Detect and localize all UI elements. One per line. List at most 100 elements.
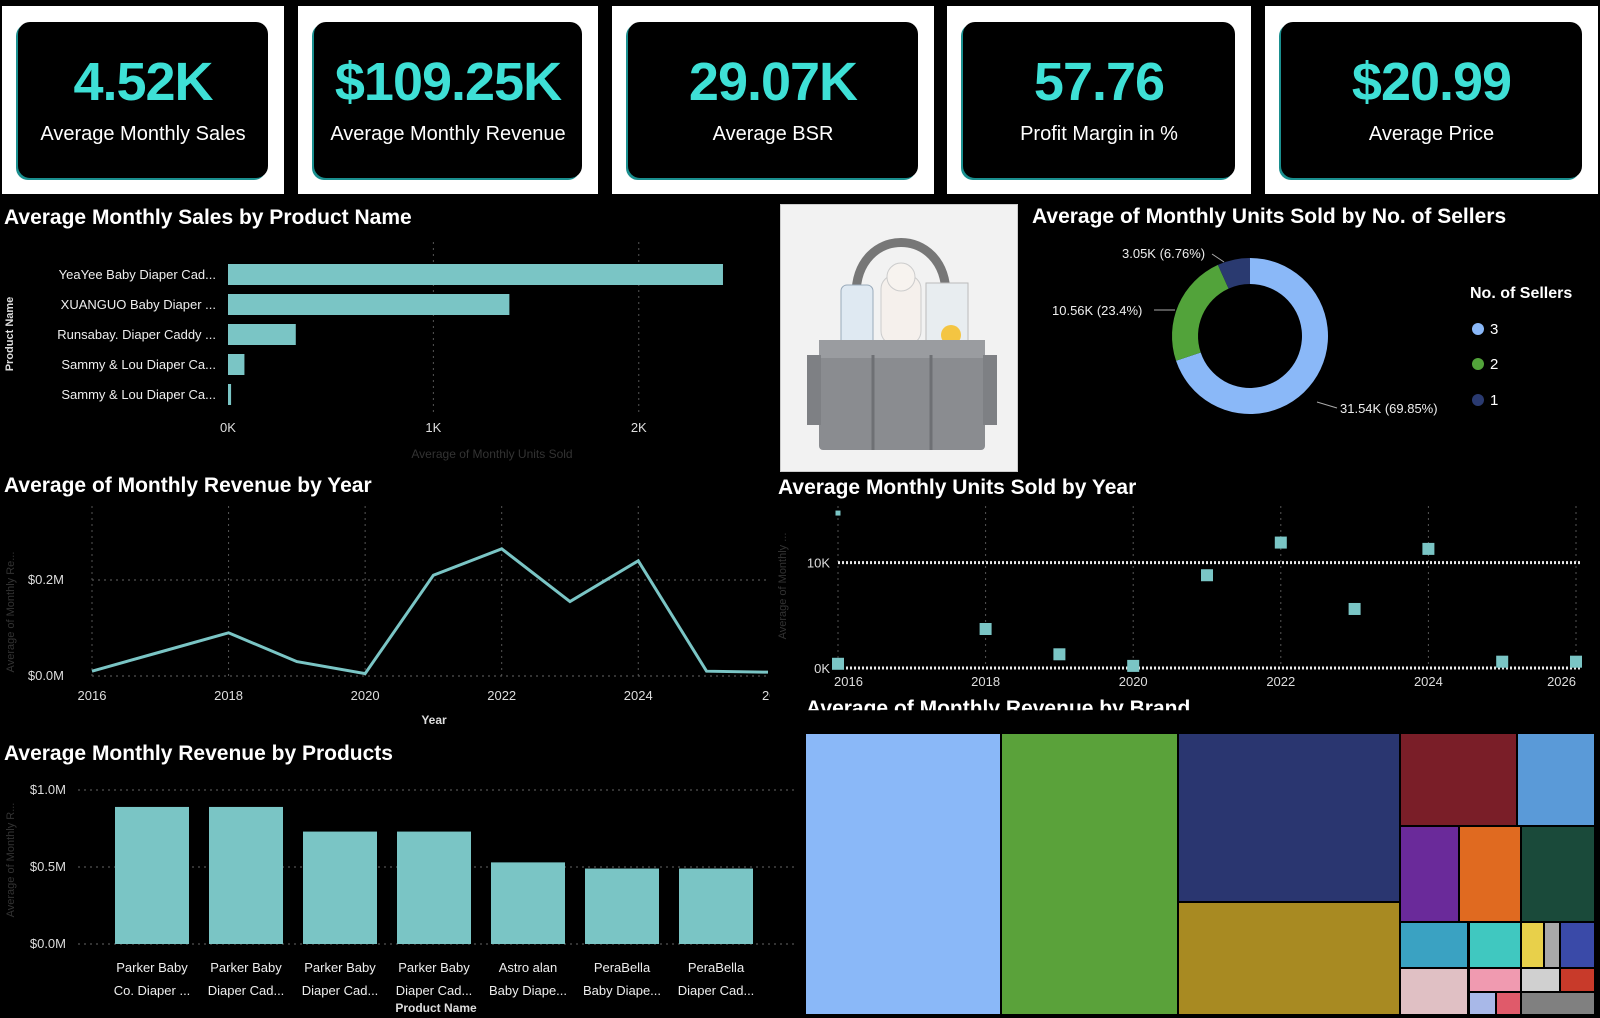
product-image — [780, 204, 1018, 472]
kpi-label: Average Monthly Revenue — [330, 122, 566, 145]
x-tick-label: 2024 — [1414, 674, 1443, 689]
x-tick-label: 2022 — [1266, 674, 1295, 689]
slice-leader — [1316, 401, 1338, 409]
kpi-card-inner: $20.99 Average Price — [1281, 22, 1582, 178]
legend-swatch — [1472, 358, 1484, 370]
category-label: Sammy & Lou Diaper Ca... — [61, 387, 216, 402]
scatter-point — [1570, 655, 1582, 668]
y-tick-label: 0K — [814, 661, 830, 676]
kpi-value: 4.52K — [73, 51, 213, 112]
category-label: Astro alan — [499, 960, 558, 975]
bar — [491, 862, 565, 944]
category-label: Diaper Cad... — [302, 983, 379, 998]
slice-label: 3.05K (6.76%) — [1122, 246, 1205, 261]
treemap-tile — [1469, 969, 1521, 991]
treemap-tile — [1469, 922, 1521, 968]
x-tick-label: 2016 — [78, 688, 107, 703]
legend-label: 3 — [1490, 321, 1498, 338]
bar — [679, 868, 753, 944]
y-axis-title: Average of Monthly R... — [5, 803, 17, 918]
y-axis-title: Average of Monthly ... — [777, 533, 789, 640]
chart-title-revenue-by-products: Average Monthly Revenue by Products — [4, 742, 393, 765]
kpi-value: 29.07K — [688, 51, 858, 112]
diaper-caddy-illustration — [807, 238, 997, 450]
category-label: Baby Diape... — [583, 983, 661, 998]
scatter-point — [832, 657, 844, 670]
scatter-point — [835, 510, 841, 516]
x-tick-label: 2020 — [1119, 674, 1148, 689]
slice-label: 10.56K (23.4%) — [1052, 303, 1142, 318]
scatter-point — [1053, 648, 1066, 661]
category-label: Parker Baby — [210, 960, 282, 975]
category-label: Parker Baby — [304, 960, 376, 975]
category-label: Diaper Cad... — [396, 983, 473, 998]
scatter-point — [1274, 536, 1287, 549]
x-axis-title: Product Name — [395, 1001, 477, 1015]
treemap-tile — [1560, 969, 1594, 991]
kpi-card-revenue: $109.25K Average Monthly Revenue — [298, 6, 598, 194]
category-label: Baby Diape... — [489, 983, 567, 998]
chart-title-revenue-by-brand: Average of Monthly Revenue by Brand — [806, 697, 1191, 720]
treemap-tile — [1469, 992, 1495, 1014]
x-tick-label: 2026 — [1547, 674, 1576, 689]
treemap-tile — [1522, 969, 1559, 991]
y-axis-title: Product Name — [4, 297, 16, 372]
revenue-by-brand-treemap — [806, 734, 1596, 1016]
slice-label: 31.54K (69.85%) — [1340, 401, 1438, 416]
legend-label: 2 — [1490, 356, 1498, 373]
treemap-tile — [1001, 734, 1178, 1014]
scatter-point — [1201, 569, 1213, 582]
revenue-by-products-chart: $0.0M $0.5M $1.0M Parker Baby Co. Diaper ..… — [5, 782, 796, 1015]
category-label: Sammy & Lou Diaper Ca... — [61, 357, 216, 372]
scatter-point — [1422, 542, 1435, 555]
y-tick-label: $1.0M — [30, 782, 66, 797]
kpi-label: Average Monthly Sales — [40, 122, 246, 145]
bar — [228, 354, 245, 375]
y-tick-label: 10K — [807, 556, 830, 571]
kpi-card-price: $20.99 Average Price — [1265, 6, 1598, 194]
units-by-year-chart: 0K 10K 2016 2018 2020 2022 2024 2026 Average o… — [777, 506, 1582, 689]
x-tick-label: 2022 — [487, 688, 516, 703]
kpi-card-bsr: 29.07K Average BSR — [612, 6, 934, 194]
kpi-card-profit: 57.76 Profit Margin in % — [947, 6, 1251, 194]
category-label: Parker Baby — [116, 960, 188, 975]
x-tick-label: 20 — [762, 688, 770, 703]
legend-label: 1 — [1490, 392, 1498, 409]
treemap-tile — [1522, 922, 1544, 968]
treemap-tile — [1179, 734, 1400, 902]
legend-swatch — [1472, 323, 1484, 335]
x-axis-title: Average of Monthly Units Sold — [411, 447, 572, 461]
scatter-point — [979, 623, 992, 635]
kpi-card-sales: 4.52K Average Monthly Sales — [2, 6, 284, 194]
bar — [228, 324, 296, 345]
chart-title-sales-by-product: Average Monthly Sales by Product Name — [4, 206, 412, 229]
treemap-tile — [1179, 903, 1400, 1014]
treemap-tile — [1522, 827, 1594, 921]
legend-swatch — [1472, 394, 1484, 406]
kpi-card-inner: 29.07K Average BSR — [628, 22, 918, 178]
legend-title: No. of Sellers — [1470, 285, 1572, 302]
category-label: PeraBella — [688, 960, 745, 975]
treemap-tile — [1401, 734, 1517, 826]
kpi-card-inner: 4.52K Average Monthly Sales — [18, 22, 268, 178]
category-label: Runsabay. Diaper Caddy ... — [57, 327, 216, 342]
category-label: Diaper Cad... — [208, 983, 285, 998]
y-tick-label: $0.5M — [30, 859, 66, 874]
revenue-by-year-chart: $0.0M $0.2M 2016 2018 2020 2022 2024 20 Avera… — [5, 506, 770, 727]
kpi-value: $109.25K — [334, 51, 562, 112]
bar — [228, 384, 232, 405]
donut-slice — [1217, 258, 1250, 289]
chart-title-units-by-sellers: Average of Monthly Units Sold by No. of … — [1032, 205, 1507, 228]
bar — [209, 806, 283, 944]
category-label: Parker Baby — [398, 960, 470, 975]
bar — [397, 831, 471, 944]
x-tick-label: 2020 — [351, 688, 380, 703]
chart-title-revenue-by-year: Average of Monthly Revenue by Year — [4, 474, 372, 497]
kpi-label: Average BSR — [712, 122, 834, 145]
bar — [228, 264, 723, 285]
treemap-tile — [806, 734, 1000, 1014]
treemap-tile — [1518, 734, 1594, 826]
bar — [115, 806, 189, 944]
treemap-tile — [1496, 992, 1521, 1014]
treemap-tile — [1401, 969, 1468, 1014]
